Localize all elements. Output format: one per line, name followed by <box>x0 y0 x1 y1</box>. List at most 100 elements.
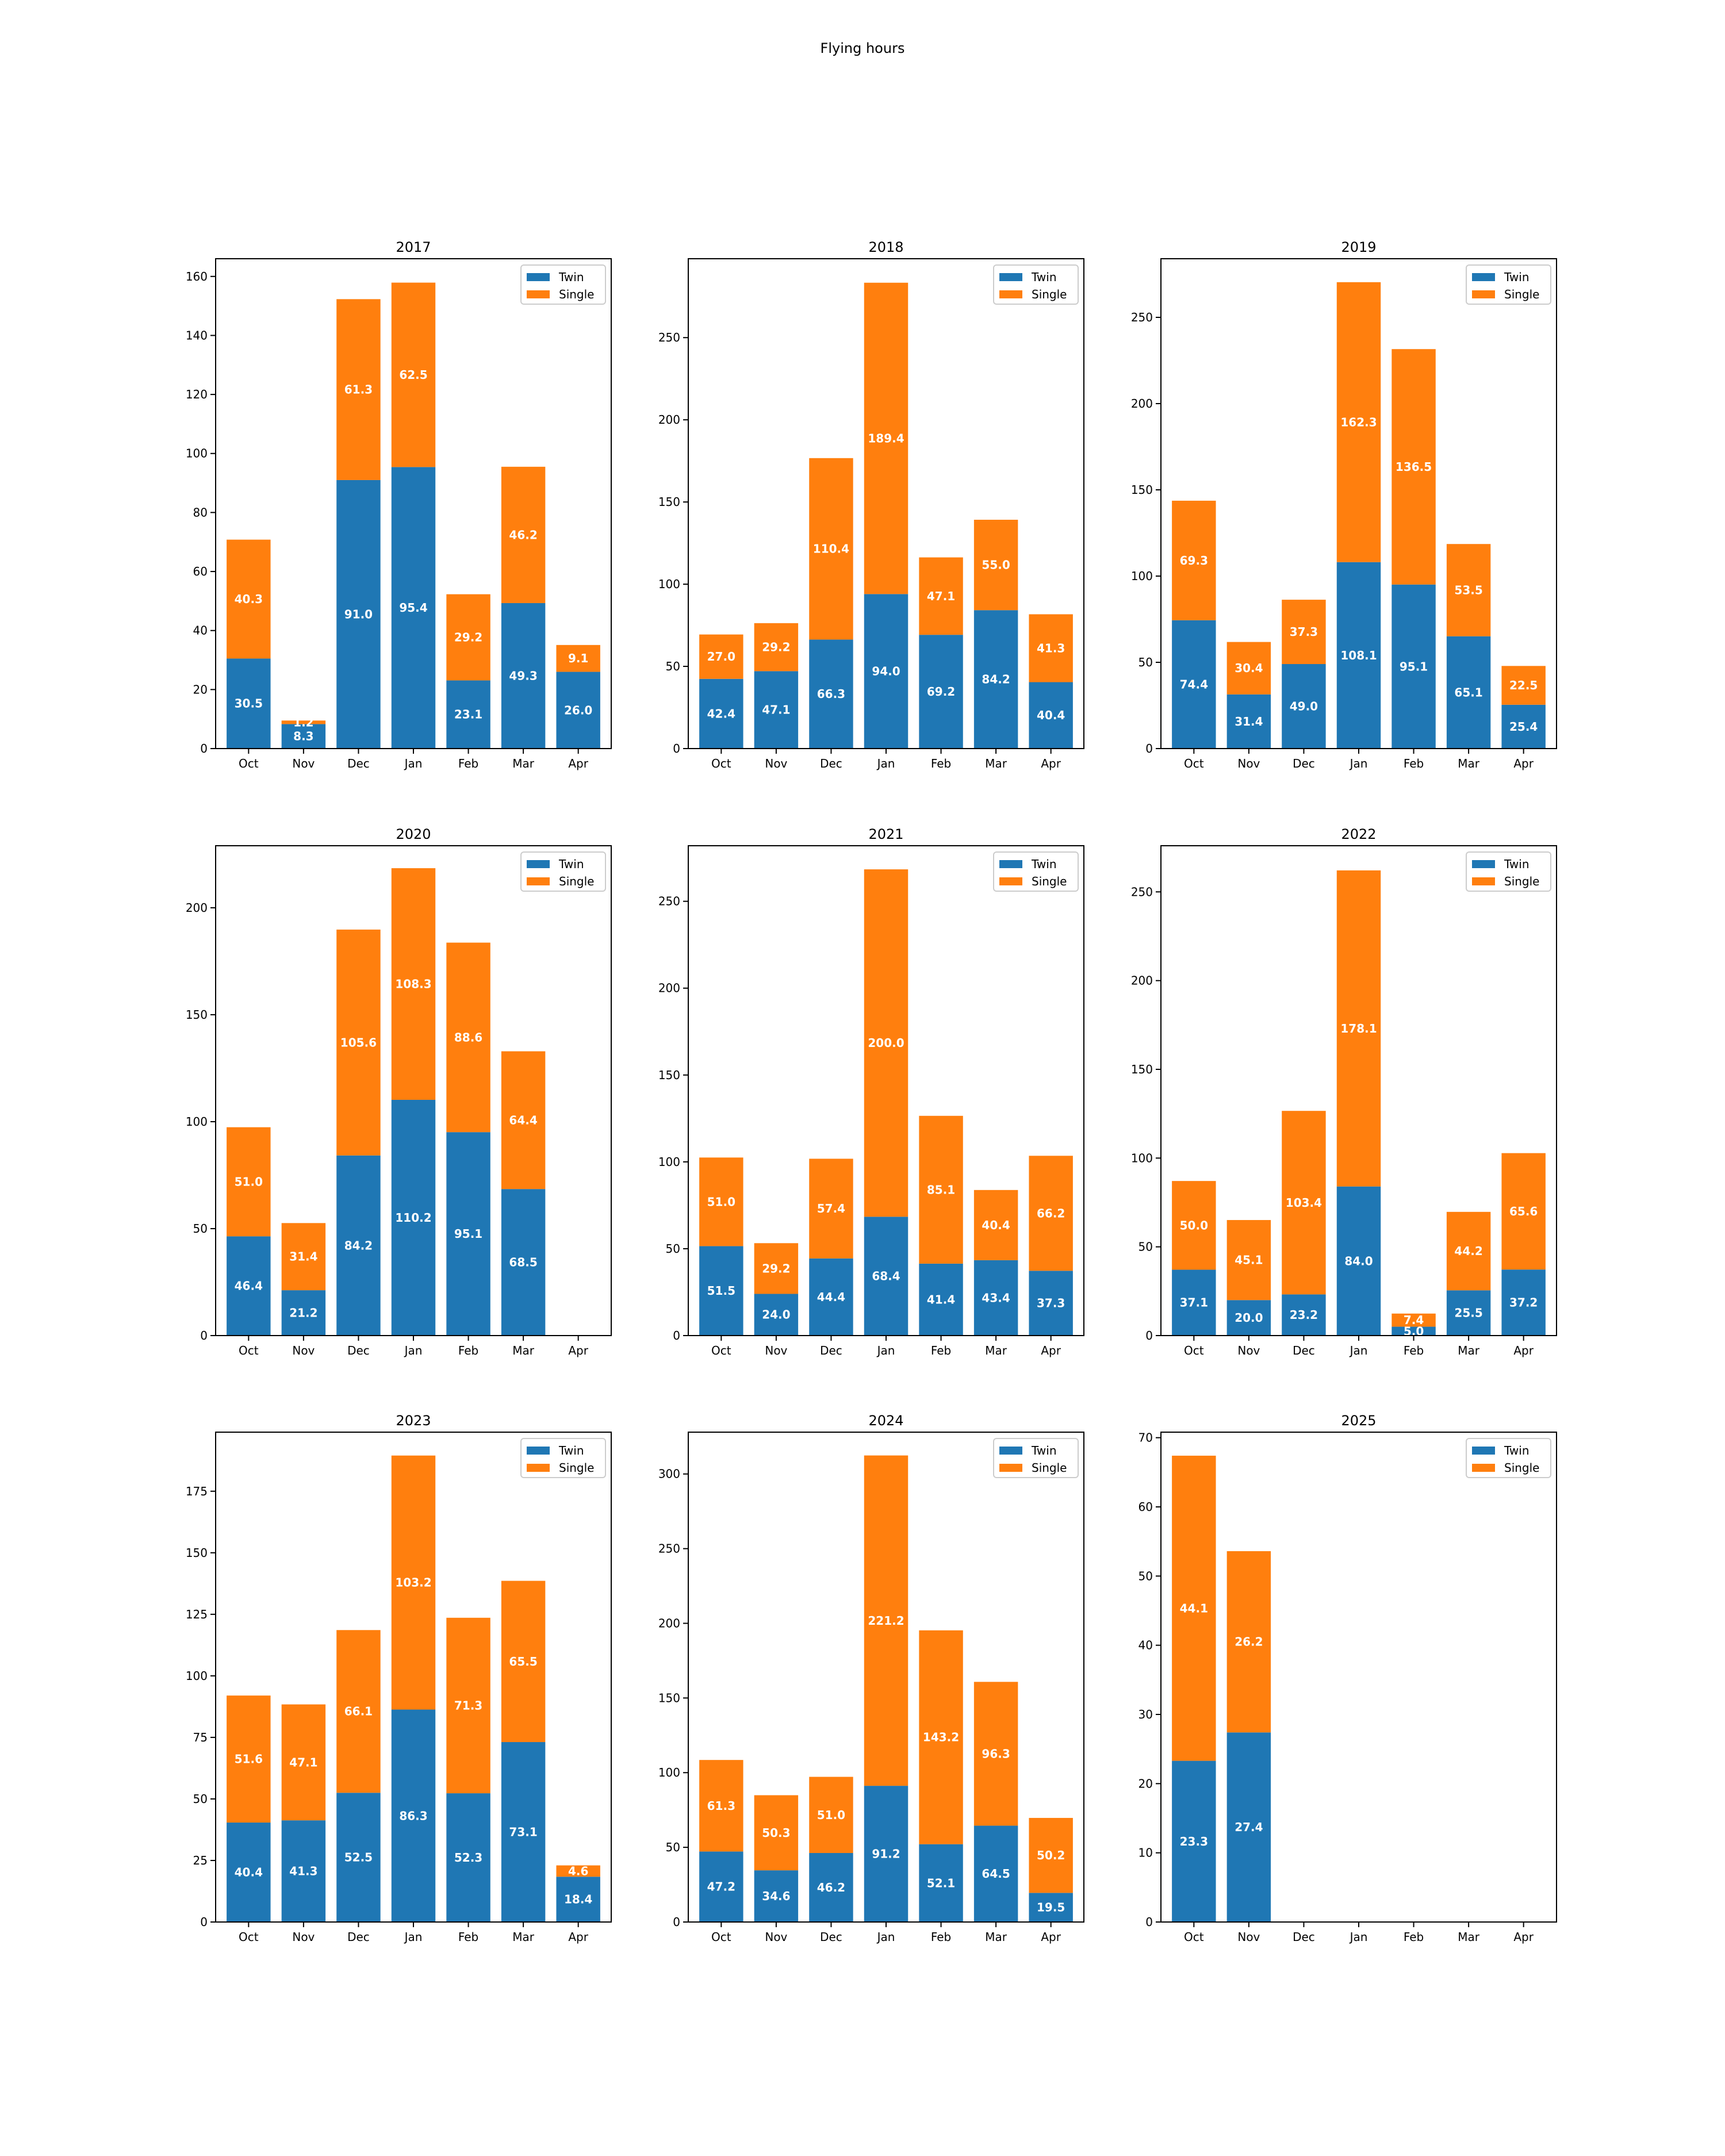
legend-swatch-twin <box>527 860 550 868</box>
x-tick-label: Jan <box>404 757 423 770</box>
legend-label-single: Single <box>1504 287 1539 301</box>
y-tick-label: 150 <box>658 495 680 509</box>
bar-single-oct <box>1172 500 1216 620</box>
bar-single-jan <box>1336 870 1381 1187</box>
bar-label-twin-oct: 47.2 <box>707 1880 735 1894</box>
bar-label-single-mar: 44.2 <box>1454 1244 1482 1258</box>
chart-2024: 2024 47.2 61.3 34.6 50.3 46.2 51.0 91.2 221.2 52.… <box>658 1413 1084 1944</box>
legend-label-single: Single <box>1032 1461 1067 1475</box>
bar-twin-dec <box>336 1155 381 1336</box>
bar-label-single-jan: 162.3 <box>1340 415 1377 429</box>
y-tick-label: 20 <box>1138 1777 1153 1790</box>
bar-label-twin-jan: 108.1 <box>1340 649 1377 662</box>
bar-twin-oct <box>699 1246 743 1336</box>
bar-single-feb <box>446 1617 490 1794</box>
legend-label-single: Single <box>1032 287 1067 301</box>
bar-single-jan <box>864 869 908 1217</box>
bar-label-twin-dec: 84.2 <box>344 1238 373 1252</box>
x-tick-label: Apr <box>1041 1344 1061 1357</box>
bar-label-twin-dec: 91.0 <box>344 607 373 621</box>
legend-label-twin: Twin <box>558 857 584 871</box>
bar-label-twin-dec: 23.2 <box>1290 1308 1318 1322</box>
bar-label-twin-nov: 27.4 <box>1235 1820 1263 1834</box>
bar-label-single-mar: 96.3 <box>982 1747 1010 1760</box>
x-tick-label: Dec <box>1293 757 1315 770</box>
bar-twin-oct <box>1172 1760 1216 1922</box>
y-tick-label: 50 <box>193 1792 208 1806</box>
x-tick-label: Oct <box>711 1930 731 1944</box>
chart-2023: 2023 40.4 51.6 41.3 47.1 52.5 66.1 86.3 103.2 52.… <box>186 1413 612 1944</box>
x-tick-label: Nov <box>292 1930 315 1944</box>
x-tick-label: Mar <box>512 1344 535 1357</box>
bar-label-single-feb: 47.1 <box>927 589 955 603</box>
y-tick-label: 200 <box>1131 397 1153 411</box>
bar-label-twin-mar: 84.2 <box>982 673 1010 686</box>
x-tick-label: Jan <box>876 1344 895 1357</box>
panel-title: 2022 <box>1341 826 1376 842</box>
y-tick-label: 40 <box>193 624 208 638</box>
bar-label-single-jan: 108.3 <box>395 977 431 991</box>
y-tick-label: 10 <box>1138 1846 1153 1860</box>
bar-twin-jan <box>391 1709 436 1922</box>
bar-label-twin-oct: 40.4 <box>235 1866 263 1879</box>
bar-single-oct <box>699 634 743 679</box>
y-tick-label: 80 <box>193 505 208 519</box>
y-tick-label: 0 <box>1145 1915 1153 1929</box>
legend-swatch-twin <box>999 1447 1022 1455</box>
y-tick-label: 250 <box>1131 310 1153 324</box>
bar-single-feb <box>919 1630 963 1844</box>
bar-label-single-jan: 178.1 <box>1340 1022 1377 1035</box>
chart-2020: 2020 46.4 51.0 21.2 31.4 84.2 105.6 110.2 108.3 9… <box>186 826 612 1357</box>
bar-single-feb <box>919 557 963 635</box>
bar-single-dec <box>1282 600 1326 664</box>
bar-label-single-oct: 69.3 <box>1180 554 1208 567</box>
bar-label-twin-apr: 25.4 <box>1509 720 1538 734</box>
bar-label-single-apr: 50.2 <box>1037 1848 1065 1862</box>
x-tick-label: Mar <box>512 757 535 770</box>
panel-title: 2021 <box>868 826 903 842</box>
bar-single-oct <box>227 539 271 659</box>
x-tick-label: Nov <box>1237 1344 1260 1357</box>
bar-single-jan <box>391 282 436 467</box>
bar-label-single-mar: 40.4 <box>982 1218 1010 1232</box>
bar-twin-nov <box>1226 694 1271 749</box>
bar-label-twin-feb: 69.2 <box>927 685 955 699</box>
x-tick-label: Apr <box>1513 1344 1534 1357</box>
bar-label-twin-feb: 52.3 <box>454 1851 482 1865</box>
bar-single-feb <box>446 594 490 681</box>
bar-label-single-jan: 103.2 <box>395 1576 431 1590</box>
bar-twin-jan <box>864 1217 908 1336</box>
x-tick-label: Feb <box>931 757 951 770</box>
y-tick-label: 40 <box>1138 1639 1153 1652</box>
bar-twin-oct <box>699 1851 743 1922</box>
legend-label-single: Single <box>1032 874 1067 888</box>
bar-twin-nov <box>281 1820 326 1922</box>
y-tick-label: 100 <box>186 1115 208 1129</box>
bar-twin-dec <box>336 1793 381 1922</box>
y-tick-label: 150 <box>658 1691 680 1705</box>
y-tick-label: 100 <box>1131 1151 1153 1165</box>
bar-twin-nov <box>1226 1732 1271 1922</box>
bar-label-twin-feb: 95.1 <box>454 1227 482 1241</box>
y-tick-label: 150 <box>1131 483 1153 497</box>
bar-twin-oct <box>1172 620 1216 749</box>
bar-label-single-mar: 46.2 <box>509 528 537 542</box>
x-tick-label: Feb <box>1404 757 1424 770</box>
bar-single-nov <box>1226 642 1271 695</box>
bar-label-single-oct: 61.3 <box>707 1799 735 1813</box>
bar-single-mar <box>1446 544 1491 636</box>
y-tick-label: 100 <box>186 1669 208 1683</box>
bar-single-mar <box>501 1580 546 1743</box>
bar-single-feb <box>1392 1313 1436 1327</box>
panel-title: 2019 <box>1341 239 1376 255</box>
x-tick-label: Mar <box>985 1344 1007 1357</box>
bar-single-dec <box>809 1777 853 1853</box>
x-tick-label: Oct <box>711 1344 731 1357</box>
bar-single-jan <box>1336 282 1381 562</box>
bar-single-jan <box>391 1455 436 1710</box>
legend-swatch-twin <box>527 273 550 281</box>
bar-single-nov <box>281 1223 326 1291</box>
bar-single-nov <box>281 1704 326 1821</box>
legend: Twin Single <box>1466 1438 1551 1478</box>
